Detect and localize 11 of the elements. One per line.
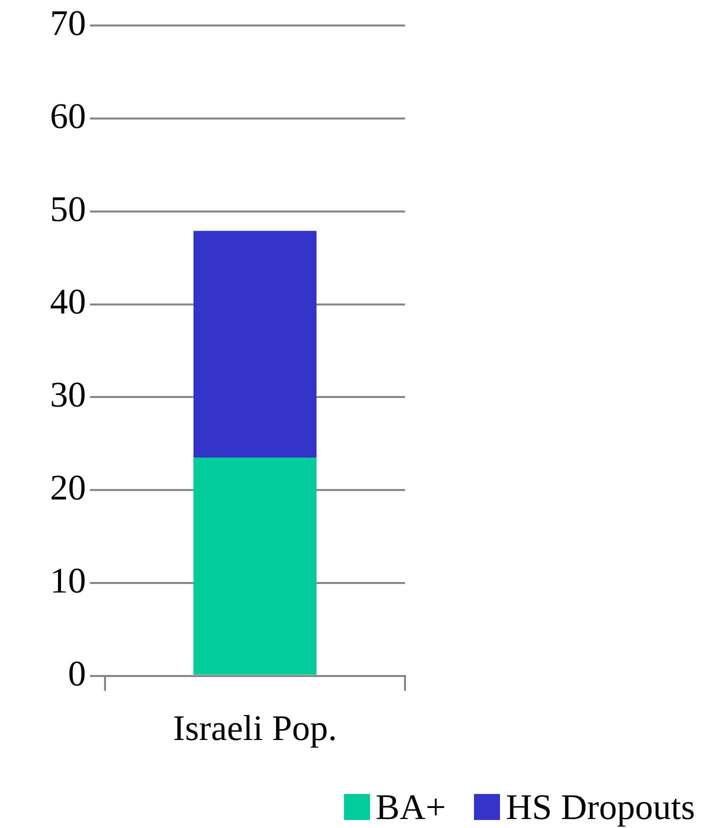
y-tick-label: 30 <box>50 374 86 415</box>
x-tick-label: Israeli Pop. <box>173 708 337 748</box>
y-tick-label: 20 <box>50 467 86 508</box>
y-tick-label: 10 <box>50 560 86 600</box>
legend-label: HS Dropouts <box>506 786 695 828</box>
y-tick-label: 70 <box>50 3 86 44</box>
y-tick-label: 60 <box>50 96 86 136</box>
y-tick-label: 0 <box>68 653 86 694</box>
y-tick-label: 50 <box>50 188 86 229</box>
y-tick-label: 40 <box>50 282 86 322</box>
legend-label: BA+ <box>376 786 446 828</box>
